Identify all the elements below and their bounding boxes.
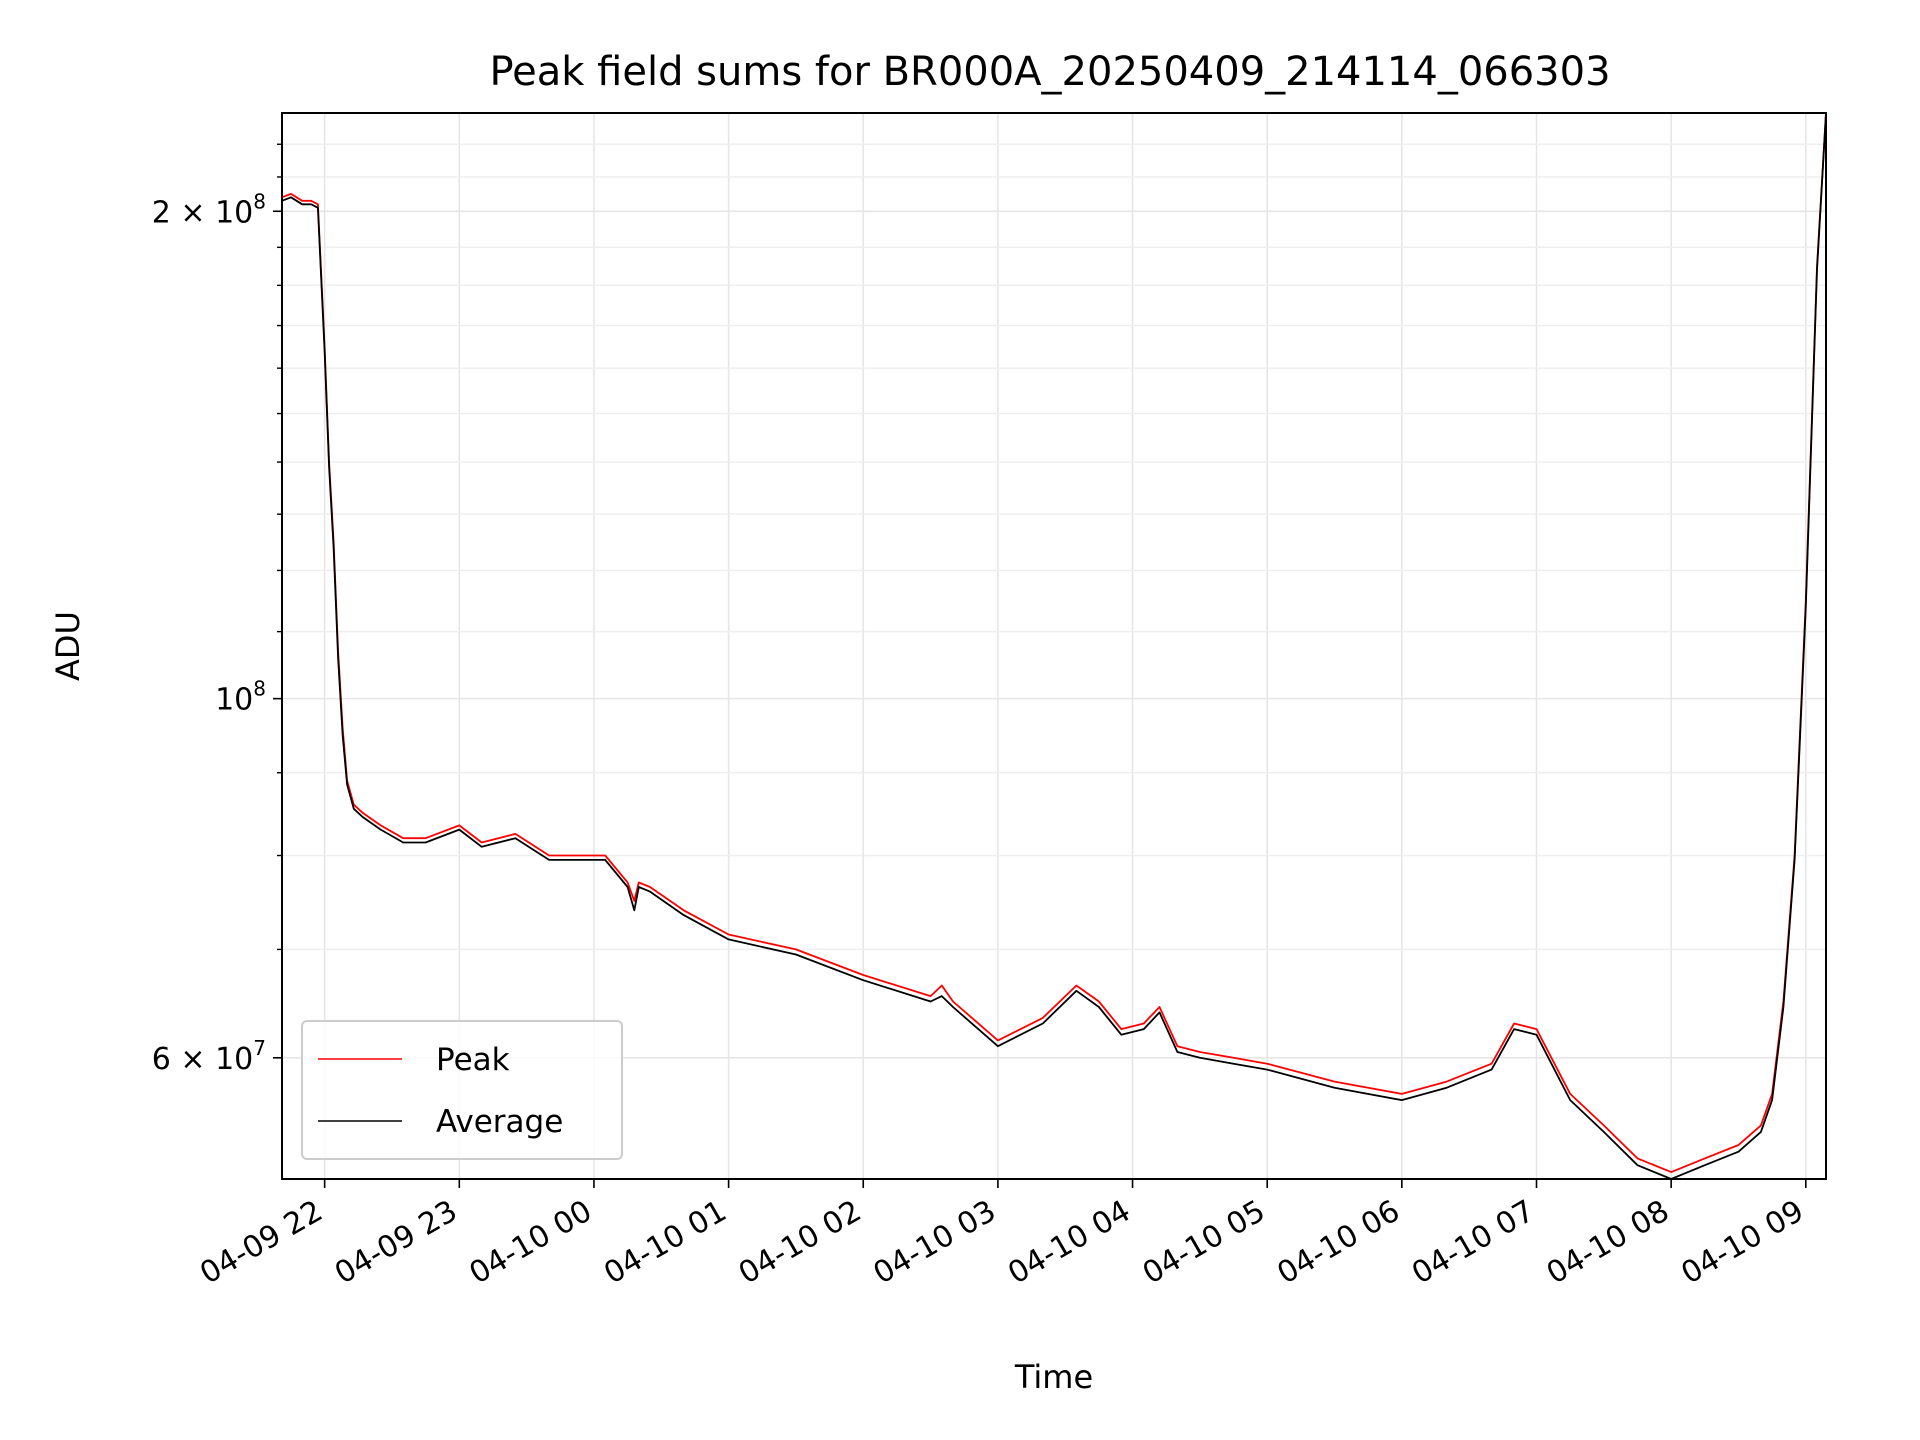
x-axis-label: Time — [1014, 1358, 1093, 1396]
grid — [282, 113, 1826, 1179]
plot-lines — [282, 113, 1826, 1179]
plot-frame — [281, 112, 1827, 1180]
series-line-peak — [282, 113, 1826, 1173]
y-tick-label: 2 × 108 — [152, 189, 266, 230]
y-axis-label: ADU — [49, 611, 87, 681]
series-line-average — [282, 113, 1826, 1179]
legend-label-peak: Peak — [436, 1042, 510, 1078]
legend: Peak Average — [301, 1020, 623, 1160]
legend-box — [301, 1020, 623, 1160]
legend-label-average: Average — [436, 1104, 563, 1140]
y-tick-label: 6 × 107 — [152, 1036, 266, 1077]
y-tick-label: 108 — [215, 677, 266, 718]
chart-title: Peak field sums for BR000A_20250409_2141… — [489, 49, 1610, 95]
